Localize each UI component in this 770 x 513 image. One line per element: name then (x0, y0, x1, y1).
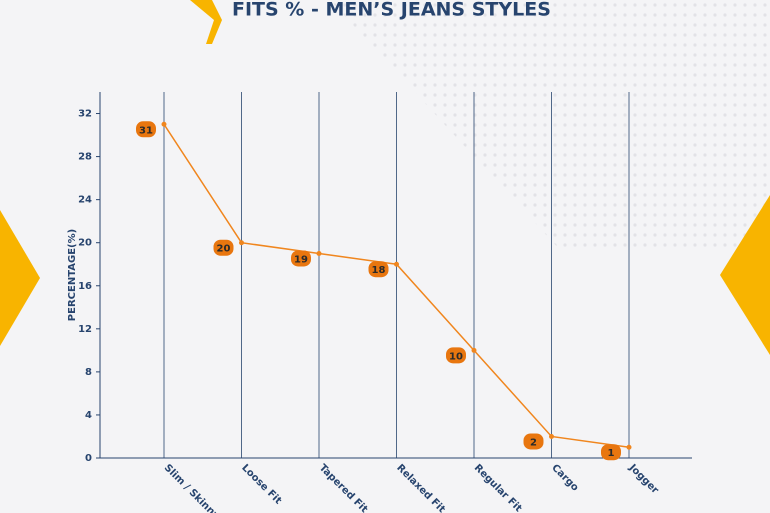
background-dots (330, 0, 770, 250)
data-label-badge (136, 121, 156, 138)
left-decor (0, 210, 40, 346)
point (239, 240, 244, 246)
data-label-badge (213, 239, 234, 256)
title-decor (190, 0, 222, 44)
y-tick-label: 12 (78, 324, 92, 335)
right-decor (720, 195, 770, 355)
y-axis-label: PERCENTAGE(%) (67, 229, 78, 321)
data-label-badge (291, 250, 311, 267)
data-label-badge (446, 347, 466, 364)
y-tick-label: 0 (85, 453, 92, 464)
y-tick-label: 4 (85, 410, 92, 421)
data-label: 10 (449, 351, 463, 362)
y-tick-label: 24 (78, 195, 92, 206)
point (394, 261, 399, 267)
data-label: 1 (608, 448, 615, 459)
data-label: 20 (217, 244, 231, 255)
point (549, 433, 554, 439)
y-tick-label: 8 (85, 367, 92, 378)
data-label-badge (601, 444, 621, 461)
y-tick-label: 32 (78, 109, 92, 120)
point (471, 347, 477, 353)
point (626, 444, 632, 450)
data-label-badge (368, 261, 389, 278)
point (316, 250, 322, 256)
data-label: 31 (139, 125, 153, 136)
y-tick-label: 28 (78, 152, 92, 163)
point (161, 121, 167, 127)
data-label: 18 (372, 265, 386, 276)
y-tick-label: 16 (78, 281, 92, 292)
chart-title: FITS % - MEN’S JEANS STYLES (232, 0, 551, 21)
data-label: 19 (294, 254, 308, 265)
data-label: 2 (530, 437, 537, 448)
data-label-badge (523, 433, 544, 450)
y-tick-label: 20 (78, 238, 92, 249)
